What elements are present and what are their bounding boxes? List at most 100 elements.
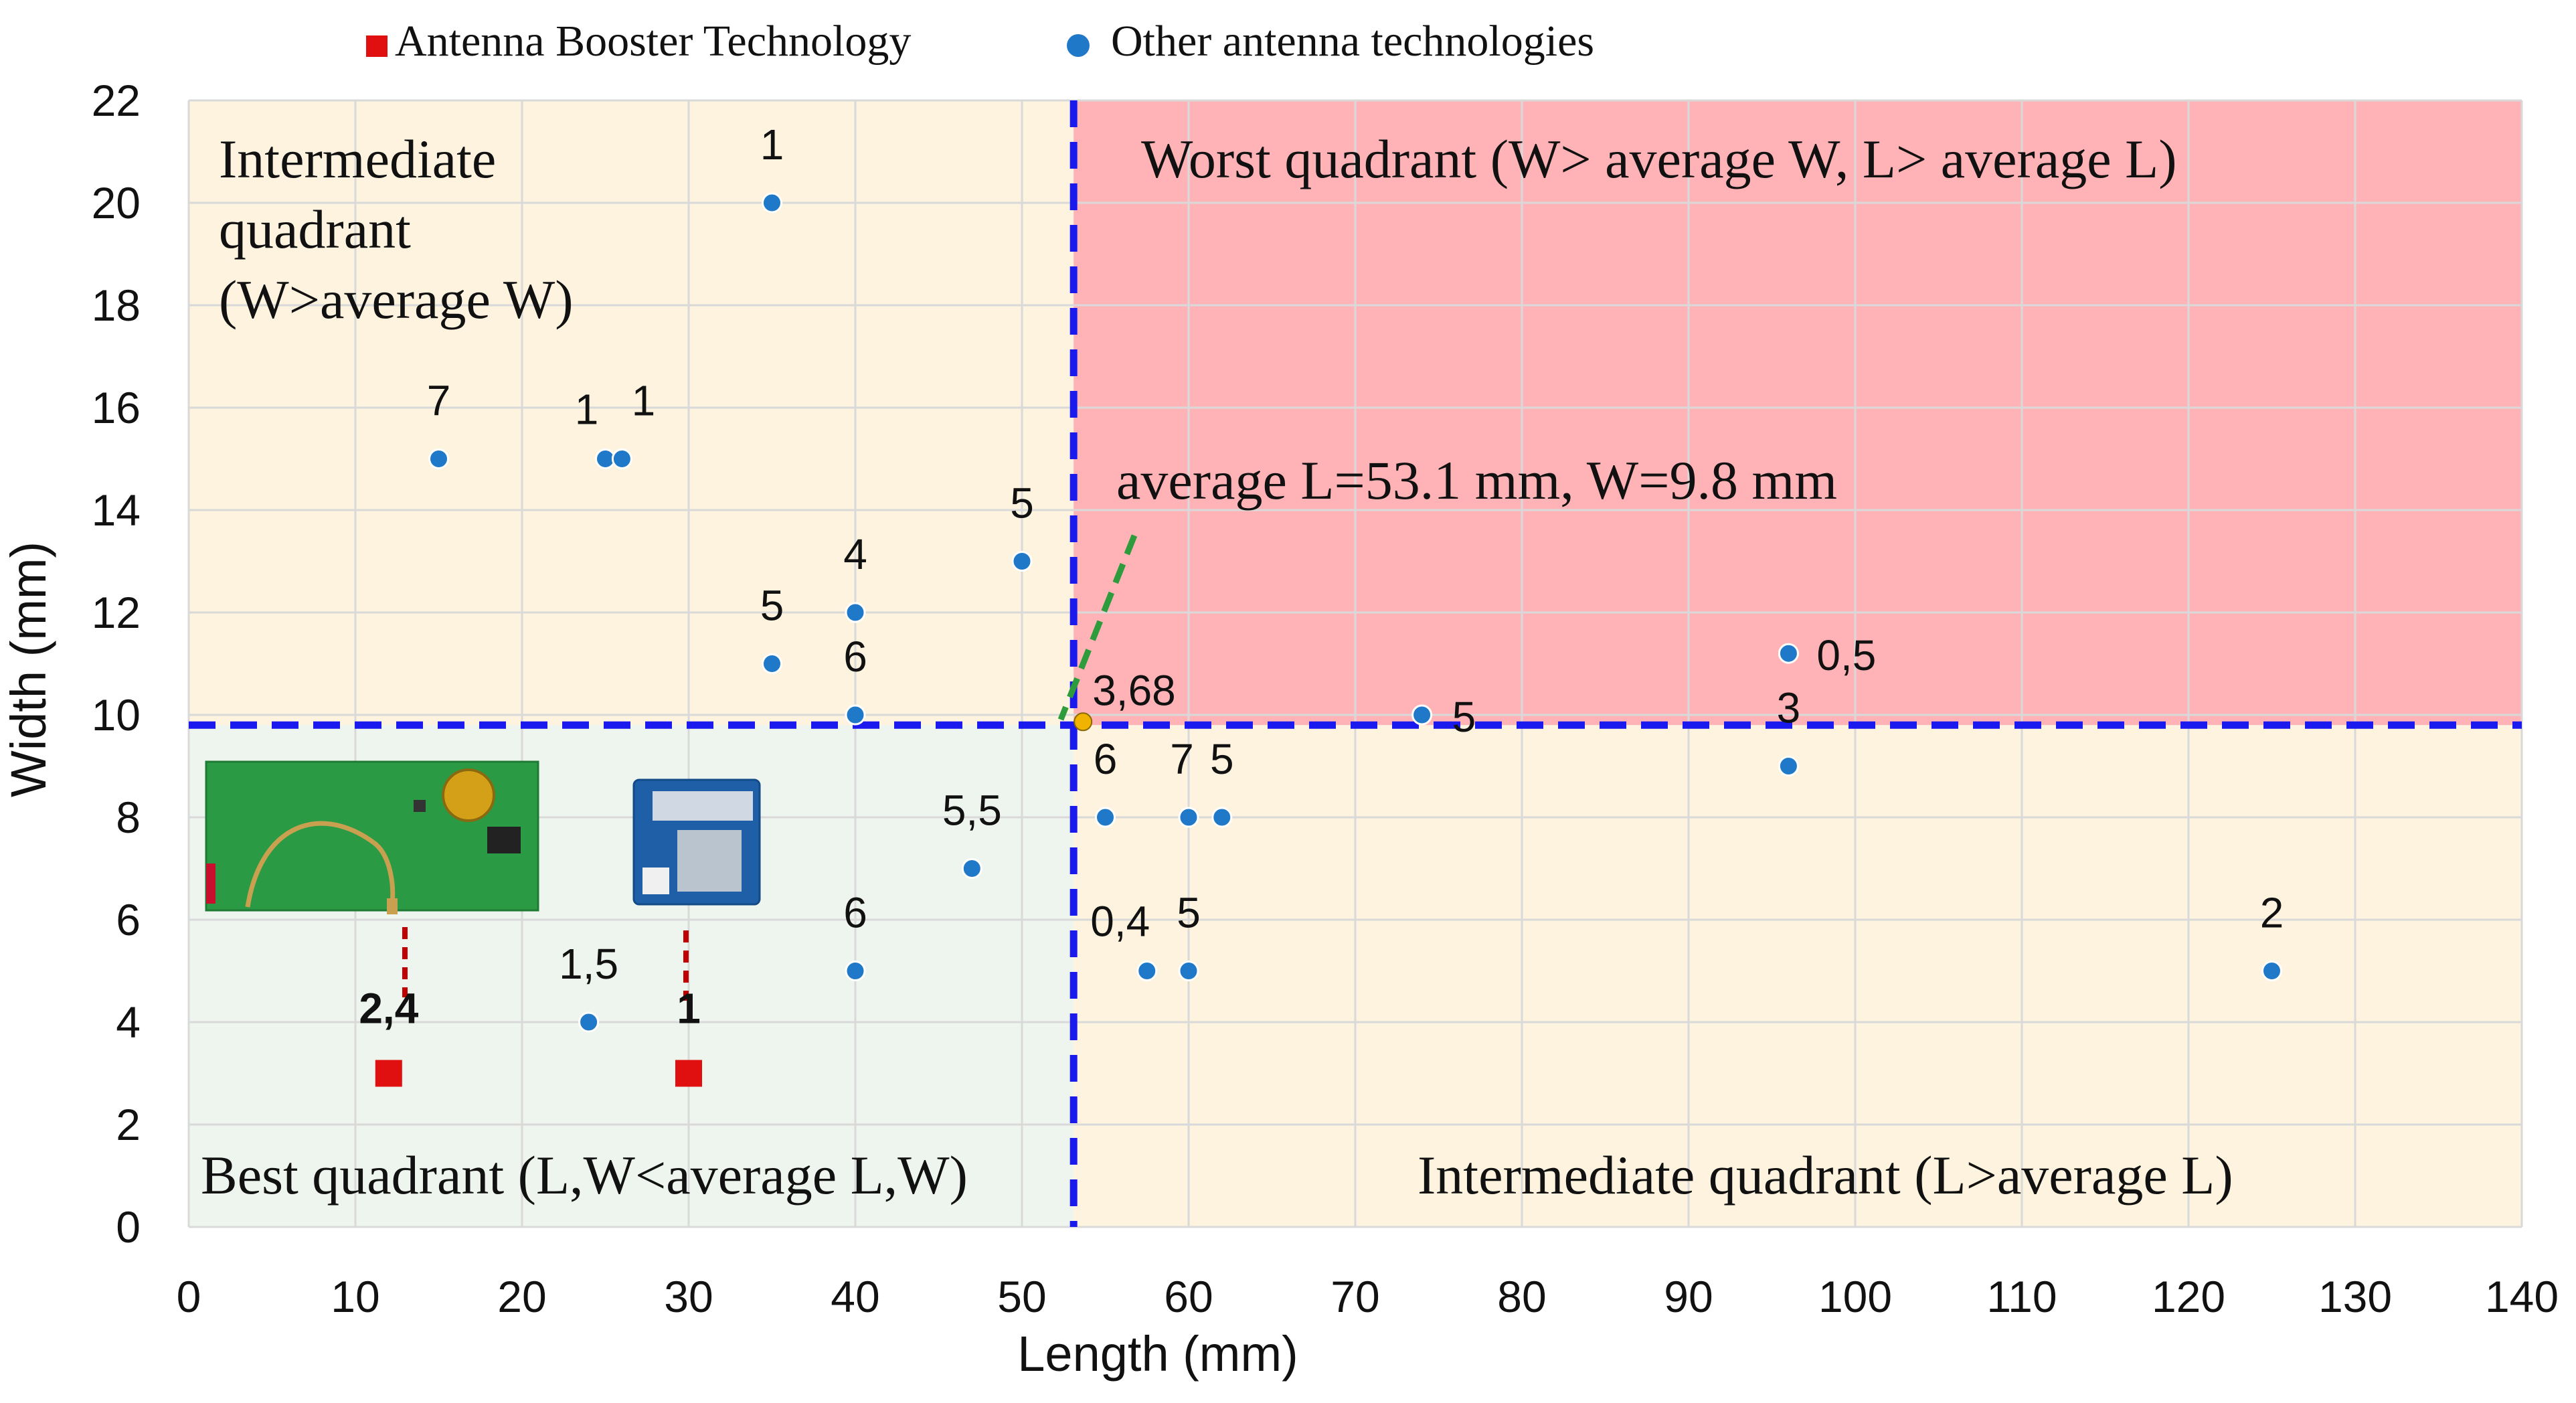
x-tick-label: 20: [497, 1272, 546, 1321]
point-label: 5: [760, 582, 784, 630]
x-tick-label: 40: [831, 1272, 879, 1321]
legend: Antenna Booster Technology Other antenna…: [366, 17, 1594, 66]
booster-board-image: [205, 760, 539, 914]
point-label: 7: [427, 377, 451, 425]
point-label: 3: [1777, 684, 1801, 732]
other-point-marker: [611, 448, 632, 469]
point-label: 2,4: [359, 985, 418, 1033]
other-point-marker: [762, 192, 782, 214]
booster-point-marker: [375, 1060, 402, 1087]
x-tick-label: 0: [177, 1272, 201, 1321]
legend-label-booster: Antenna Booster Technology: [395, 17, 911, 66]
x-tick-label: 50: [997, 1272, 1046, 1321]
x-tick-label: 10: [331, 1272, 379, 1321]
quadrant-label-inter-w-line-1: Intermediate: [219, 129, 496, 189]
other-point-marker: [845, 961, 866, 981]
x-tick-label: 70: [1330, 1272, 1379, 1321]
average-lines: [189, 100, 2522, 1227]
quadrant-label-best: Best quadrant (L,W<average L,W): [201, 1145, 968, 1206]
quadrant-label-inter-w-line-2: quadrant: [219, 199, 411, 260]
other-point-marker: [961, 858, 982, 879]
quadrant-inter-w-bg: [189, 100, 1074, 726]
y-tick-label: 8: [116, 793, 141, 842]
legend-marker-booster: [366, 35, 388, 57]
point-label: 6: [843, 889, 867, 937]
average-point-label: 3,68: [1092, 666, 1176, 714]
quadrant-label-inter-l: Intermediate quadrant (L>average L): [1418, 1145, 2233, 1206]
point-label: 5,5: [942, 787, 1002, 835]
point-label: 1,5: [559, 940, 618, 988]
x-tick-label: 100: [1818, 1272, 1892, 1321]
point-label: 5: [1010, 479, 1034, 527]
point-label: 0,5: [1816, 631, 1876, 679]
average-point-marker: [1074, 712, 1093, 732]
point-label: 1: [632, 377, 656, 425]
other-point-marker: [1411, 704, 1433, 726]
x-tick-label: 110: [1986, 1272, 2057, 1321]
y-tick-label: 2: [116, 1100, 141, 1149]
point-label: 0,4: [1090, 898, 1150, 946]
booster-point-marker: [675, 1060, 702, 1087]
point-label: 1: [575, 386, 599, 434]
legend-label-other: Other antenna technologies: [1111, 17, 1594, 66]
x-tick-label: 140: [2485, 1272, 2559, 1321]
y-axis-title: Width (mm): [1, 542, 56, 797]
y-tick-label: 22: [92, 76, 141, 125]
point-label: 1: [760, 120, 784, 169]
x-axis-title: Length (mm): [1017, 1326, 1298, 1382]
other-point-marker: [1136, 961, 1158, 981]
x-tick-label: 130: [2318, 1272, 2392, 1321]
y-tick-label: 18: [92, 280, 141, 330]
other-point-marker: [845, 602, 866, 623]
y-tick-label: 14: [92, 485, 141, 535]
point-label: 5: [1177, 889, 1201, 937]
point-label: 4: [843, 530, 867, 578]
y-tick-label: 20: [92, 178, 141, 228]
other-point-marker: [1178, 961, 1199, 981]
quadrant-labels: Intermediate quadrant (W>average W) Wors…: [201, 129, 2233, 1206]
x-tick-label: 60: [1164, 1272, 1213, 1321]
x-tick-label: 80: [1497, 1272, 1546, 1321]
point-label: 6: [843, 633, 867, 681]
average-annotation: average L=53.1 mm, W=9.8 mm: [1116, 450, 1837, 511]
other-point-marker: [1011, 551, 1033, 572]
x-tick-label: 90: [1664, 1272, 1713, 1321]
board-illustrations: [205, 760, 761, 1001]
other-point-marker: [1778, 643, 1799, 664]
average-annotation-leader: [1057, 534, 1138, 721]
quadrant-label-worst: Worst quadrant (W> average W, L> average…: [1141, 129, 2177, 189]
other-point-marker: [1178, 807, 1199, 828]
point-label: 2: [2260, 889, 2284, 937]
point-label: 1: [677, 985, 701, 1033]
y-tick-label: 4: [116, 997, 141, 1047]
other-point-marker: [845, 704, 866, 726]
point-label: 5: [1210, 735, 1234, 783]
y-tick-labels: 0 2 4 6 8 10 12 14 16 18 20 22: [92, 76, 141, 1252]
y-tick-label: 16: [92, 383, 141, 432]
other-point-marker: [1211, 807, 1233, 828]
other-point-marker: [762, 653, 782, 674]
nordic-board-image: [632, 778, 761, 906]
legend-marker-other: [1067, 34, 1090, 57]
y-tick-label: 10: [92, 690, 141, 740]
x-tick-label: 30: [664, 1272, 713, 1321]
y-tick-label: 0: [116, 1202, 141, 1252]
other-point-marker: [1778, 756, 1799, 776]
point-label: 5: [1452, 693, 1476, 741]
data-points: [375, 192, 2282, 1087]
quadrant-worst-bg: [1074, 100, 2522, 726]
other-point-marker: [1095, 807, 1116, 828]
x-tick-labels: 0 10 20 30 40 50 60 70 80 90 100 110 120 130 140: [177, 1272, 2559, 1321]
y-tick-label: 12: [92, 588, 141, 637]
quadrant-backgrounds: [189, 100, 2522, 1227]
point-label: 7: [1170, 735, 1194, 783]
other-point-marker: [2261, 961, 2282, 981]
gridlines: [187, 99, 2523, 1228]
other-point-marker: [578, 1011, 600, 1033]
y-tick-label: 6: [116, 895, 141, 944]
other-point-marker: [428, 448, 449, 469]
point-label: 6: [1094, 735, 1118, 783]
x-tick-label: 120: [2152, 1272, 2225, 1321]
